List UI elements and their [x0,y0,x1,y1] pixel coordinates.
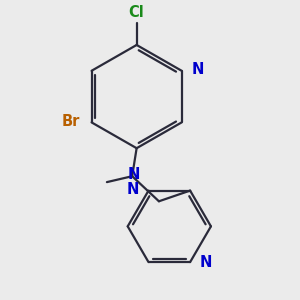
Text: Br: Br [61,114,80,129]
Text: Cl: Cl [129,5,145,20]
Text: N: N [191,62,204,77]
Text: N: N [127,182,139,197]
Text: N: N [128,167,140,182]
Text: N: N [200,255,212,270]
